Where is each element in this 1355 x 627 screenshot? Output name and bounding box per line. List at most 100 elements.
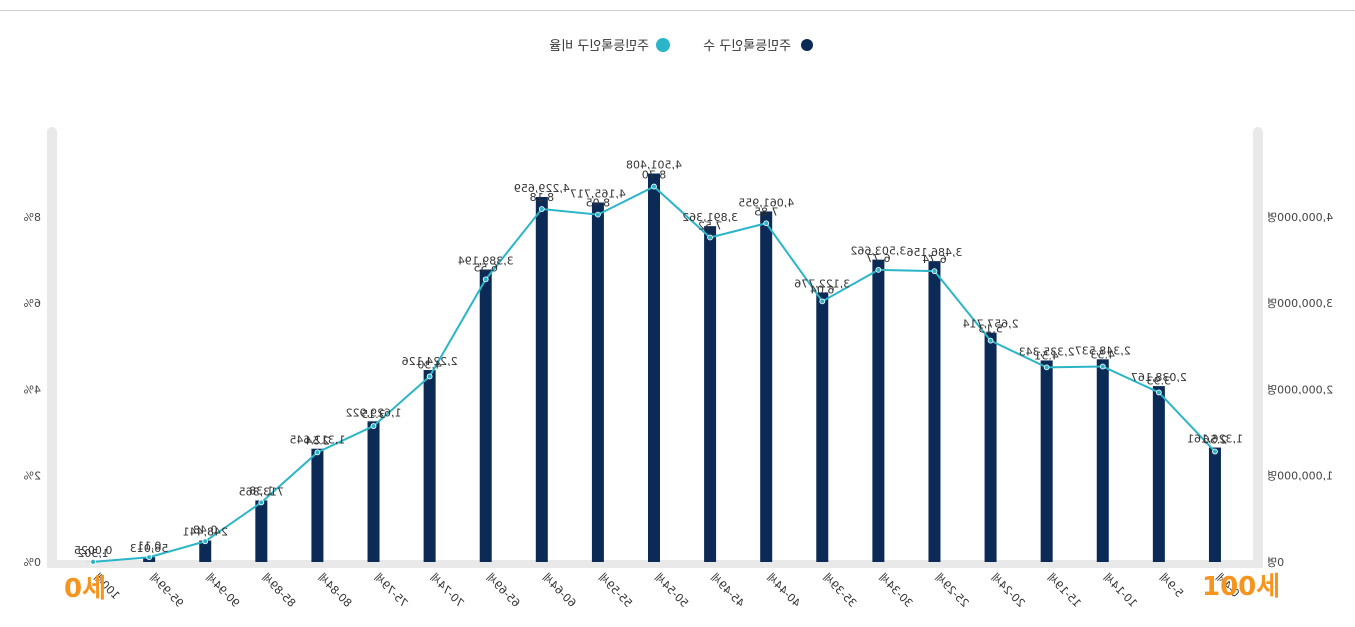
x-tick-label: 25-29세 [932, 571, 971, 610]
x-tick-label: 80-84세 [315, 571, 354, 610]
right-axis-panel [47, 127, 57, 567]
bar-mark [872, 260, 884, 562]
line-value-label: 8.05 [586, 197, 611, 210]
line-point [1212, 449, 1217, 454]
bar-mark [1209, 448, 1221, 562]
legend-line-label: 주민등록인구 비율 [549, 39, 649, 54]
bar-mark [704, 226, 716, 562]
bar-mark [424, 370, 436, 562]
right-tick-label: 6% [24, 297, 41, 310]
line-point [820, 299, 825, 304]
age-marker-young: 100세 [1202, 566, 1280, 603]
bar-mark [536, 197, 548, 562]
legend-bar-swatch [801, 39, 813, 51]
bar-mark [368, 421, 380, 562]
bar-mark [816, 292, 828, 562]
x-tick-label: 65-69세 [484, 571, 523, 610]
line-point [259, 500, 264, 505]
line-value-label: 1.38 [249, 484, 274, 497]
bar-value-labels: 1,326,1612,038,1672,348,5372,335,3432,65… [77, 159, 1243, 560]
x-tick-label: 95-99세 [147, 571, 186, 610]
bar-mark [592, 202, 604, 562]
line-value-label: 5.13 [978, 323, 1003, 336]
bar-mark [311, 449, 323, 562]
x-tick-label: 90-94세 [203, 571, 242, 610]
left-tick-label: 4,000,000명 [1267, 211, 1333, 224]
line-point [1100, 364, 1105, 369]
line-value-label: 6.77 [866, 252, 891, 265]
left-tick-label: 3,000,000명 [1267, 297, 1333, 310]
line-point [932, 269, 937, 274]
left-tick-label: 1,000,000명 [1267, 470, 1333, 483]
left-axis-panel [1253, 127, 1263, 567]
bar-mark [1041, 360, 1053, 562]
x-tick-label: 55-59세 [596, 571, 635, 610]
x-tick-label: 15-19세 [1045, 571, 1084, 610]
bar-mark [1097, 359, 1109, 562]
legend-line-swatch [656, 38, 670, 52]
x-axis: 0-4세5-9세10-14세15-19세20-24세25-29세30-34세35… [91, 571, 1242, 610]
line-point [764, 221, 769, 226]
x-tick-label: 45-49세 [708, 571, 747, 610]
x-tick-label: 10-14세 [1101, 571, 1140, 610]
line-value-label: 8.70 [642, 169, 667, 182]
line-value-label: 0.11 [137, 539, 162, 552]
line-point [988, 338, 993, 343]
line-point [483, 277, 488, 282]
line-point [315, 450, 320, 455]
age-marker-old: 0세 [64, 568, 106, 605]
bar-mark [985, 333, 997, 562]
x-tick-label: 40-44세 [764, 571, 803, 610]
bar-mark [928, 261, 940, 562]
x-tick-label: 75-79세 [371, 571, 410, 610]
line-value-label: 0.48 [193, 523, 218, 536]
line-point [876, 267, 881, 272]
left-axis: 0명1,000,000명2,000,000명3,000,000명4,000,00… [1267, 211, 1333, 569]
line-value-label: 7.85 [754, 205, 779, 218]
line-point [371, 424, 376, 429]
right-tick-label: 4% [24, 383, 41, 396]
right-axis: 0% 2% 4% 6% 8% [24, 211, 41, 569]
line-value-label: 2.56 [1203, 434, 1228, 447]
bar-mark [255, 500, 267, 562]
x-tick-label: 30-34세 [876, 571, 915, 610]
line-point [708, 235, 713, 240]
line-value-label: 8.18 [530, 191, 555, 204]
right-tick-label: 8% [24, 211, 41, 224]
line-point [652, 184, 657, 189]
line-point [427, 374, 432, 379]
bar-mark [1153, 386, 1165, 562]
line-value-label: 3.15 [361, 408, 386, 421]
line-point [539, 207, 544, 212]
right-tick-label: 2% [24, 470, 41, 483]
line-value-label: 4.51 [1034, 349, 1059, 362]
x-tick-label: 20-24세 [988, 571, 1027, 610]
line-value-label: 7.52 [698, 219, 723, 232]
line-value-label: 6.04 [810, 283, 835, 296]
legend: 주민등록인구 수 주민등록인구 비율 [549, 38, 813, 54]
line-value-label: 0.0025 [74, 544, 113, 557]
line-value-label: 6.74 [922, 253, 947, 266]
legend-bar-label: 주민등록인구 수 [703, 39, 791, 54]
line-point [91, 559, 96, 564]
bar-mark [480, 269, 492, 562]
bar-mark [648, 174, 660, 562]
left-tick-label: 2,000,000명 [1267, 383, 1333, 396]
x-tick-label: 5-9세 [1157, 571, 1186, 600]
x-tick-label: 60-64세 [540, 571, 579, 610]
line-point [203, 539, 208, 544]
line-point [595, 212, 600, 217]
line-point [147, 555, 152, 560]
x-tick-label: 70-74세 [427, 571, 466, 610]
bar-mark [760, 211, 772, 562]
right-tick-label: 0% [24, 556, 41, 569]
line-value-label: 2.54 [305, 434, 330, 447]
line-point [1156, 390, 1161, 395]
line-value-label: 4.53 [1091, 349, 1116, 362]
line-point [1044, 365, 1049, 370]
line-value-label: 3.93 [1147, 374, 1172, 387]
x-tick-label: 50-54세 [652, 571, 691, 610]
x-tick-label: 35-39세 [820, 571, 859, 610]
